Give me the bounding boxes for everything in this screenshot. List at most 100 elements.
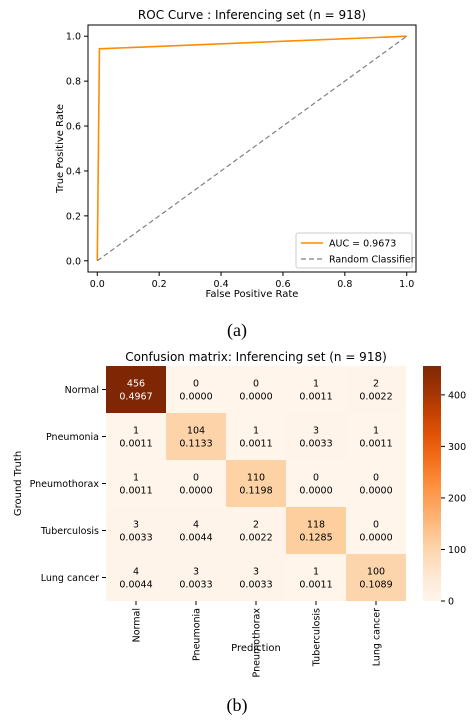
cell-fraction-label: 0.0022 [239, 533, 272, 544]
colorbar-tick-label: 200 [448, 493, 466, 504]
caption-a: (a) [227, 320, 247, 340]
cell-count-label: 100 [367, 567, 385, 578]
heatmap-cell [226, 554, 286, 601]
cell-count-label: 118 [307, 520, 325, 531]
caption-b: (b) [226, 695, 248, 715]
heatmap-cell [166, 460, 226, 507]
cell-fraction-label: 0.0022 [359, 392, 392, 403]
colorbar-tick-label: 400 [448, 390, 466, 401]
cell-fraction-label: 0.0011 [119, 486, 152, 497]
y-tick-label: 0.2 [66, 211, 81, 222]
heatmap-cell [346, 460, 406, 507]
y-tick-label: Pneumonia [46, 432, 99, 443]
cell-count-label: 1 [133, 473, 139, 484]
cell-count-label: 110 [247, 473, 265, 484]
x-axis-label: False Positive Rate [206, 289, 299, 300]
y-axis-label: Ground Truth [13, 451, 24, 516]
colorbar-tick-label: 0 [448, 597, 454, 608]
heatmap-cell [286, 366, 346, 413]
cell-count-label: 456 [127, 379, 145, 390]
y-tick-label: 1.0 [66, 32, 81, 43]
y-tick-label: 0.6 [66, 122, 81, 133]
cell-fraction-label: 0.0011 [359, 439, 392, 450]
series-line-1 [96, 35, 408, 262]
cell-count-label: 1 [133, 426, 139, 437]
cell-fraction-label: 0.0033 [299, 439, 332, 450]
cell-count-label: 104 [187, 426, 205, 437]
x-axis-label: Prediction [231, 643, 281, 654]
cell-count-label: 3 [133, 520, 139, 531]
cell-fraction-label: 0.0033 [179, 580, 212, 591]
heatmap-cell [286, 554, 346, 601]
cell-fraction-label: 0.0011 [239, 439, 272, 450]
colorbar-tick-label: 300 [448, 442, 466, 453]
cell-fraction-label: 0.0000 [359, 533, 392, 544]
heatmap-cell [166, 507, 226, 554]
x-tick-label: 0.0 [90, 279, 105, 290]
y-tick-label: 0.0 [66, 256, 81, 267]
cell-fraction-label: 0.4967 [119, 392, 152, 403]
x-tick-label: Lung cancer [372, 608, 383, 666]
cell-count-label: 2 [253, 520, 259, 531]
heatmap-cell [106, 554, 166, 601]
y-tick-label: Tuberculosis [40, 526, 99, 537]
cell-fraction-label: 0.0011 [119, 439, 152, 450]
cell-count-label: 4 [133, 567, 139, 578]
cell-fraction-label: 0.0000 [179, 392, 212, 403]
plot-frame [87, 24, 417, 273]
heatmap-cell [286, 507, 346, 554]
cell-count-label: 0 [313, 473, 319, 484]
heatmap-cell [226, 413, 286, 460]
legend-box [295, 232, 413, 269]
colorbar [423, 366, 441, 601]
cell-count-label: 3 [313, 426, 319, 437]
colorbar-tick-label: 100 [448, 545, 466, 556]
heatmap-cell [346, 413, 406, 460]
cell-fraction-label: 0.0033 [239, 580, 272, 591]
heatmap-cell [286, 460, 346, 507]
x-tick-label: 0.6 [275, 279, 290, 290]
roc-chart: ROC Curve : Inferencing set (n = 918) 0.0… [55, 8, 417, 300]
cell-count-label: 0 [373, 473, 379, 484]
heatmap-cell [106, 366, 166, 413]
heatmap-cell [106, 507, 166, 554]
cell-fraction-label: 0.0000 [239, 392, 272, 403]
chart-title: ROC Curve : Inferencing set (n = 918) [138, 8, 366, 22]
cell-count-label: 2 [373, 379, 379, 390]
y-tick-label: Pneumothorax [30, 479, 100, 490]
y-axis-label: True Positive Rate [55, 104, 66, 194]
x-tick-label: Pneumothorax [252, 608, 263, 678]
x-tick-label: 1.0 [399, 279, 414, 290]
heatmap-cell [226, 460, 286, 507]
y-tick-label: 0.8 [66, 77, 81, 88]
cell-fraction-label: 0.1285 [299, 533, 332, 544]
y-tick-label: 0.4 [66, 166, 81, 177]
chart-title: Confusion matrix: Inferencing set (n = 9… [125, 350, 387, 364]
cell-count-label: 1 [313, 567, 319, 578]
heatmap-cell [166, 554, 226, 601]
cell-count-label: 3 [253, 567, 259, 578]
cell-fraction-label: 0.1089 [359, 580, 392, 591]
cell-count-label: 1 [373, 426, 379, 437]
heatmap-cell [346, 554, 406, 601]
heatmap-cell [286, 413, 346, 460]
x-tick-label: 0.8 [337, 279, 352, 290]
cell-count-label: 0 [193, 379, 199, 390]
cell-fraction-label: 0.0000 [299, 486, 332, 497]
confusion-matrix-chart: Confusion matrix: Inferencing set (n = 9… [13, 350, 466, 678]
cell-fraction-label: 0.0000 [179, 486, 212, 497]
heatmap-cell [226, 507, 286, 554]
legend-label: Random Classifier [329, 255, 415, 266]
x-tick-label: 0.2 [152, 279, 167, 290]
cell-fraction-label: 0.1133 [179, 439, 212, 450]
heatmap-cell [106, 413, 166, 460]
cell-count-label: 3 [193, 567, 199, 578]
legend-label: AUC = 0.9673 [329, 239, 396, 250]
y-tick-label: Lung cancer [41, 573, 99, 584]
cell-fraction-label: 0.1198 [239, 486, 272, 497]
cell-fraction-label: 0.0033 [119, 533, 152, 544]
cell-count-label: 1 [313, 379, 319, 390]
cell-count-label: 4 [193, 520, 199, 531]
cell-fraction-label: 0.0011 [299, 392, 332, 403]
